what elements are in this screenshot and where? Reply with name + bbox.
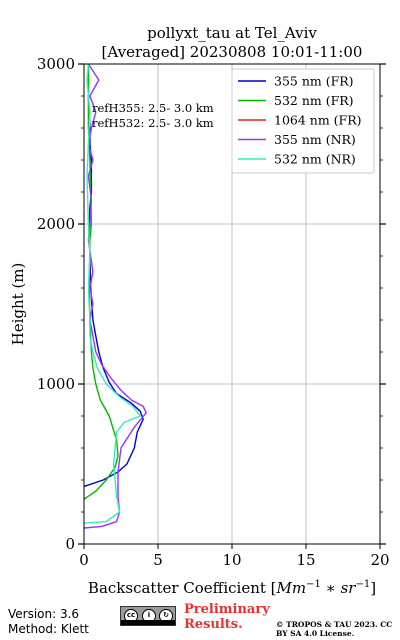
data-series [83, 63, 147, 529]
series-line-355-nm-nr [83, 63, 147, 529]
y-tick-label: 2000 [37, 215, 75, 233]
y-tick-label: 0 [65, 535, 75, 553]
cc-by-sa-badge: cc i ↻ [120, 606, 176, 626]
y-tick-label: 3000 [37, 55, 75, 73]
legend: 355 nm (FR) 532 nm (FR) 1064 nm (FR) 355 nm… [231, 68, 375, 174]
copyright-text: © TROPOS & TAU 2023. CC BY SA 4.0 Licens… [276, 620, 393, 638]
series-line-532-nm-fr [83, 64, 119, 500]
badge-strip [121, 620, 175, 625]
refh355-annotation: refH355: 2.5- 3.0 km [92, 101, 214, 115]
legend-label-355-nm-fr: 355 nm (FR) [274, 74, 354, 89]
legend-box [231, 68, 375, 174]
chart-subtitle: [Averaged] 20230808 10:01-11:00 [102, 43, 363, 61]
refh532-annotation: refH532: 2.5- 3.0 km [92, 116, 214, 130]
x-axis-label: Backscatter Coefficient [Mm−1 ∗ sr−1] [88, 579, 376, 597]
x-tick-label: 0 [79, 551, 89, 569]
series-line-532-nm-nr [83, 63, 141, 524]
preliminary-results-text: Preliminary Results. [184, 602, 270, 632]
y-axis-label: Height (m) [9, 263, 27, 346]
x-tick-label: 10 [222, 551, 241, 569]
axis-ticks: 0 5 10 15 20 0 1000 2000 3000 [37, 55, 390, 569]
version-text: Version: 3.6 [8, 607, 80, 621]
x-tick-label: 5 [153, 551, 163, 569]
reference-height-annotations: refH355: 2.5- 3.0 km refH532: 2.5- 3.0 k… [92, 101, 214, 130]
legend-label-532-nm-fr: 532 nm (FR) [274, 93, 354, 108]
legend-label-1064-nm-fr: 1064 nm (FR) [274, 113, 362, 128]
series-line-355-nm-fr [83, 64, 144, 488]
legend-label-355-nm-nr: 355 nm (NR) [274, 132, 356, 147]
chart-title: pollyxt_tau at Tel_Aviv [147, 24, 317, 42]
y-tick-label: 1000 [37, 375, 75, 393]
x-tick-label: 20 [370, 551, 389, 569]
method-text: Method: Klett [8, 622, 89, 636]
x-tick-label: 15 [296, 551, 315, 569]
legend-label-532-nm-nr: 532 nm (NR) [274, 152, 356, 167]
